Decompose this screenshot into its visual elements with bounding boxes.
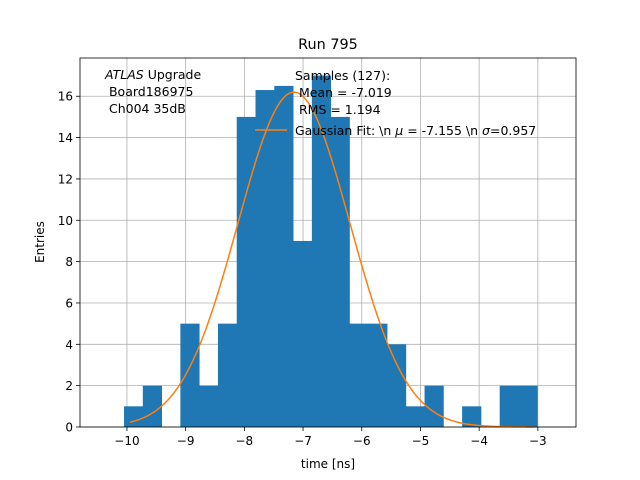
legend-samples-count: Samples (127): xyxy=(295,68,390,83)
atlas-label-line1: ATLAS Upgrade xyxy=(104,67,201,82)
y-tick-label: 14 xyxy=(58,131,73,145)
histogram-bar xyxy=(180,323,200,427)
x-tick-label: −3 xyxy=(529,434,547,448)
y-tick-label: 0 xyxy=(65,421,73,435)
atlas-label-channel: Ch004 35dB xyxy=(105,101,186,116)
y-tick-label: 2 xyxy=(65,379,73,393)
histogram-bar xyxy=(293,240,313,427)
plot-frame xyxy=(79,57,577,428)
y-axis-label: Entries xyxy=(33,221,47,263)
legend-samples-mean: Mean = -7.019 xyxy=(295,85,392,100)
y-tick-label: 6 xyxy=(65,296,73,310)
legend-samples-rms: RMS = 1.194 xyxy=(295,102,381,117)
histogram-bar xyxy=(368,323,388,427)
histogram-bar xyxy=(330,116,350,428)
x-tick-label: −6 xyxy=(353,434,371,448)
legend-fit-mu-symbol: μ xyxy=(394,123,403,138)
x-tick-label: −7 xyxy=(294,434,312,448)
histogram-bar xyxy=(518,385,538,427)
y-tick-label: 8 xyxy=(65,255,73,269)
histogram-bar xyxy=(199,385,219,427)
x-tick-label: −9 xyxy=(177,434,195,448)
y-tick-label: 4 xyxy=(65,338,73,352)
histogram-bar xyxy=(142,385,162,427)
histogram-bar xyxy=(255,90,275,427)
atlas-label: ATLAS Upgrade Board186975 Ch004 35dB xyxy=(104,67,201,116)
histogram-bar xyxy=(499,385,519,427)
histogram-bar xyxy=(124,406,144,427)
histogram-bar xyxy=(217,323,238,427)
legend-fit-prefix: Gaussian Fit: \n xyxy=(295,123,395,138)
histogram-bar xyxy=(274,85,294,427)
histogram-bar xyxy=(405,406,425,427)
y-tick-label: 12 xyxy=(58,172,73,186)
histogram-bar xyxy=(311,75,332,428)
atlas-label-board: Board186975 xyxy=(105,84,193,99)
legend-fit-mu-value: = -7.155 \n xyxy=(403,123,482,138)
x-tick-label: −5 xyxy=(412,434,430,448)
histogram-bar xyxy=(236,116,256,428)
x-tick-label: −4 xyxy=(470,434,488,448)
x-tick-label: −10 xyxy=(114,434,139,448)
histogram-bars xyxy=(124,75,538,428)
histogram-bar xyxy=(462,406,482,427)
legend-fit-sigma-value: =0.957 xyxy=(490,123,536,138)
legend-fit-label: Gaussian Fit: \n μ = -7.155 \n σ=0.957 xyxy=(295,123,536,138)
x-axis-label: time [ns] xyxy=(301,457,355,471)
x-tick-label: −8 xyxy=(236,434,254,448)
atlas-label-upgrade: Upgrade xyxy=(144,67,202,82)
histogram-bar xyxy=(386,344,407,427)
histogram-bar xyxy=(424,385,444,427)
histogram-bar xyxy=(349,323,369,427)
y-tick-label: 16 xyxy=(58,90,73,104)
atlas-label-italic: ATLAS xyxy=(104,67,144,82)
legend: Samples (127): Mean = -7.019 RMS = 1.194… xyxy=(255,68,536,138)
chart-title: Run 795 xyxy=(298,37,358,53)
x-axis-ticks: −10 −9 −8 −7 −6 −5 −4 −3 xyxy=(114,427,547,448)
y-tick-label: 10 xyxy=(58,214,73,228)
gaussian-fit-curve xyxy=(129,91,535,428)
legend-fit-sigma-symbol: σ xyxy=(482,123,491,138)
y-axis-ticks: 0 2 4 6 8 10 12 14 16 xyxy=(58,90,80,435)
